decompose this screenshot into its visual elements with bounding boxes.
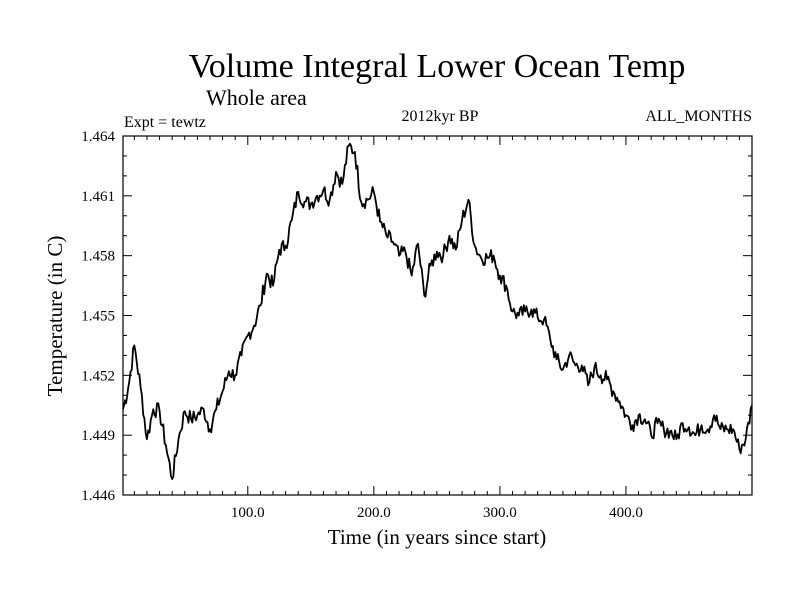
chart-subtitle: Whole area: [206, 85, 307, 110]
y-axis-ticks: 1.446 1.449 1.452 1.455 1.458 1.461 1.464: [81, 129, 752, 504]
y-axis-label: Temperature (in C): [43, 236, 67, 397]
chart-title: Volume Integral Lower Ocean Temp: [189, 48, 686, 85]
experiment-label: Expt = tewtz: [124, 114, 206, 131]
x-tick-label: 300.0: [483, 505, 517, 521]
x-axis-label: Time (in years since start): [328, 525, 547, 549]
y-tick-label: 1.449: [81, 428, 115, 444]
y-tick-label: 1.461: [81, 189, 115, 205]
y-tick-label: 1.455: [81, 309, 115, 325]
y-tick-label: 1.464: [81, 129, 115, 145]
x-tick-label: 100.0: [231, 505, 265, 521]
months-label: ALL_MONTHS: [645, 108, 752, 125]
period-label: 2012kyr BP: [402, 108, 479, 125]
x-tick-label: 200.0: [357, 505, 391, 521]
plot-frame: [122, 135, 753, 496]
y-tick-label: 1.458: [81, 249, 115, 265]
x-tick-label: 400.0: [609, 505, 643, 521]
x-axis-ticks: 100.0 200.0 300.0 400.0: [133, 136, 740, 521]
y-tick-label: 1.452: [81, 368, 115, 384]
temperature-series-line: [122, 142, 753, 480]
y-tick-label: 1.446: [81, 488, 115, 504]
